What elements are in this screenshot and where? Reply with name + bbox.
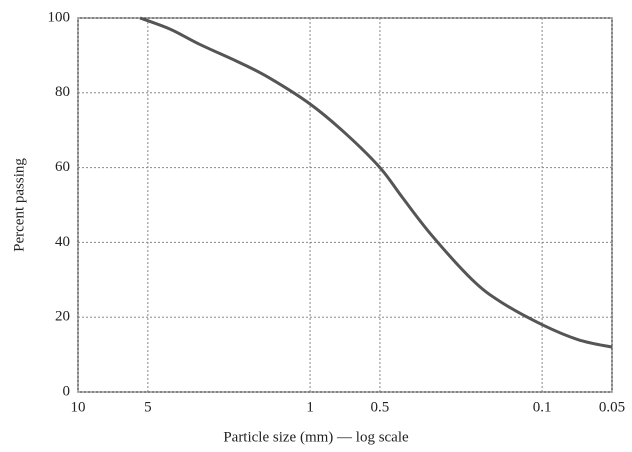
x-tick-label: 1 [306, 399, 314, 415]
x-tick-label: 0.1 [533, 399, 552, 415]
y-tick-label: 20 [55, 309, 70, 325]
y-tick-label: 100 [48, 9, 71, 25]
x-tick-label: 0.05 [599, 399, 625, 415]
x-tick-label: 10 [71, 399, 86, 415]
x-tick-label: 0.5 [371, 399, 390, 415]
y-tick-label: 40 [55, 234, 70, 250]
plot-frame [77, 17, 613, 393]
y-axis-label: Percent passing [11, 158, 27, 252]
x-tick-label: 5 [144, 399, 152, 415]
y-tick-label: 0 [63, 383, 71, 399]
x-axis-label: Particle size (mm) — log scale [223, 429, 409, 445]
y-tick-label: 80 [55, 84, 70, 100]
y-tick-label: 60 [55, 159, 70, 175]
gradation-curve [139, 16, 613, 349]
